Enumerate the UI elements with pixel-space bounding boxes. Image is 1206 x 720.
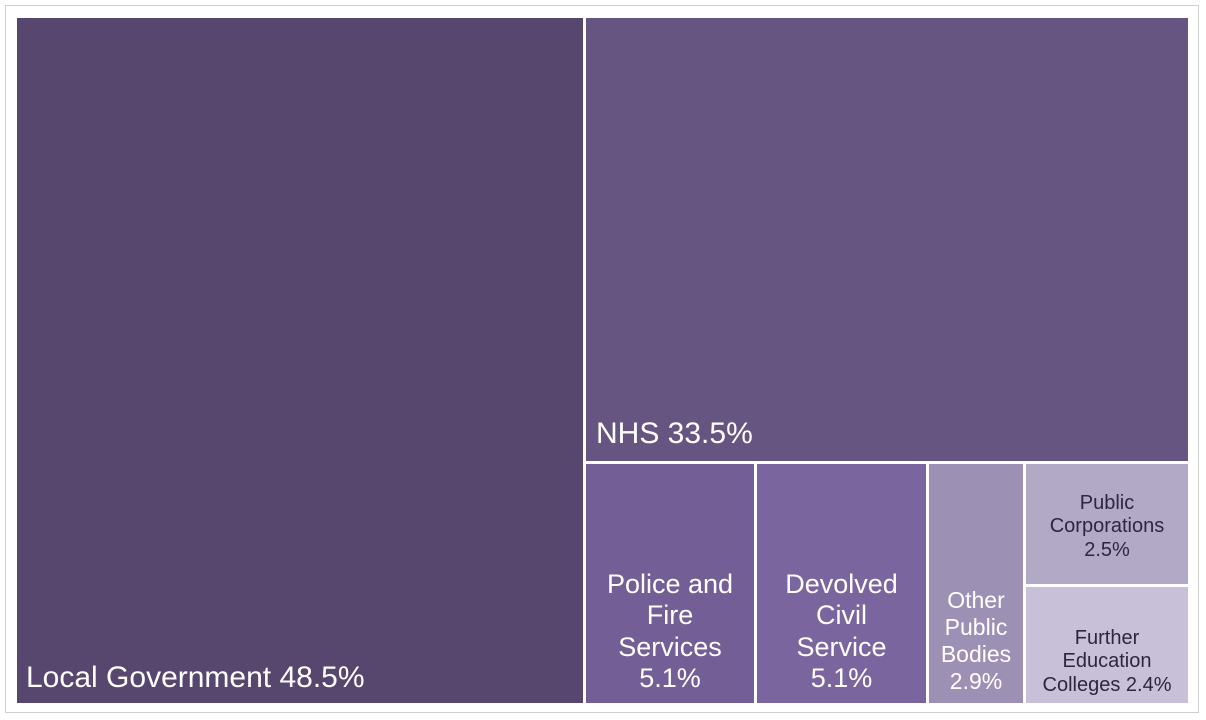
- label-public-corp-value: 2.5%: [1084, 538, 1130, 561]
- tile-further-education: Further Education Colleges 2.4%: [1026, 587, 1188, 703]
- label-police-fire-line2: Fire: [646, 600, 694, 631]
- tile-police-fire: Police and Fire Services 5.1%: [586, 464, 754, 703]
- tile-nhs: NHS 33.5%: [586, 18, 1188, 461]
- tile-devolved-civil-service: Devolved Civil Service 5.1%: [757, 464, 926, 703]
- label-public-corp-line1: Public: [1079, 492, 1135, 514]
- label-other-bodies-line3: Bodies: [940, 641, 1012, 668]
- label-further-ed-line2: Education: [1062, 650, 1152, 673]
- label-other-bodies-line1: Other: [947, 587, 1005, 614]
- label-devolved-line3: Service: [796, 631, 887, 662]
- tile-public-corporations: Public Corporations 2.5%: [1026, 464, 1188, 584]
- label-devolved-line1: Devolved: [785, 568, 898, 599]
- label-local-government: Local Government 48.5%: [26, 660, 365, 694]
- label-other-bodies-line2: Public: [944, 614, 1008, 641]
- label-further-ed-line1: Further: [1074, 626, 1140, 649]
- label-public-corp-line2: Corporations: [1049, 515, 1165, 538]
- label-police-fire-line1: Police and: [606, 568, 734, 599]
- tile-other-public-bodies: Other Public Bodies 2.9%: [929, 464, 1023, 703]
- label-police-fire-line3: Services: [618, 631, 722, 662]
- label-further-ed-value: Colleges 2.4%: [1042, 673, 1172, 696]
- treemap-chart: Local Government 48.5% NHS 33.5% Police …: [5, 5, 1199, 713]
- label-devolved-line2: Civil: [816, 600, 867, 631]
- label-other-bodies-value: 2.9%: [949, 668, 1003, 695]
- tile-local-government: Local Government 48.5%: [17, 18, 583, 703]
- label-police-fire-value: 5.1%: [639, 663, 701, 694]
- label-nhs: NHS 33.5%: [596, 416, 753, 450]
- label-devolved-value: 5.1%: [810, 663, 873, 694]
